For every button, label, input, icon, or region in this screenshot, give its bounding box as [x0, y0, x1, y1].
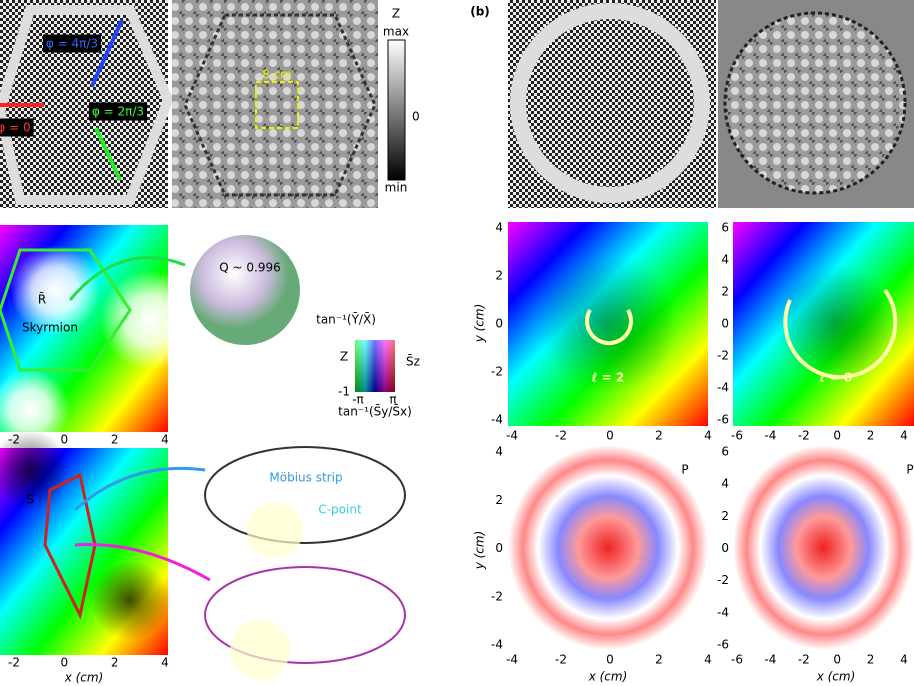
axis-label: x (cm)	[588, 670, 628, 684]
label: 8 cm	[262, 68, 292, 82]
tick-label: 2	[495, 269, 503, 283]
label-box	[42, 34, 102, 53]
tick-label: -4	[491, 413, 503, 427]
tick-label: -2	[717, 573, 729, 587]
label: φ = 0	[0, 121, 31, 135]
tick-label: 0	[495, 317, 503, 331]
label: P	[681, 463, 688, 477]
tick-label: 2	[655, 653, 663, 667]
tick-label: -2	[555, 653, 567, 667]
tick-label: 4	[721, 477, 729, 491]
tick-label: 2	[721, 285, 729, 299]
label: max	[383, 25, 409, 39]
axis-label: x (cm)	[64, 671, 104, 685]
tick-label: 4	[495, 221, 503, 235]
tick-label: -2	[717, 349, 729, 363]
label: tan⁻¹(Ȳ/X̄)	[316, 312, 376, 326]
tick-label: -2	[491, 365, 503, 379]
label: R̄	[38, 292, 46, 306]
tick-label: -2	[555, 429, 567, 443]
tick-label: 0	[606, 429, 614, 443]
tick-label: 4	[721, 253, 729, 267]
tick-label: -2	[798, 653, 810, 667]
tick-label: -4	[506, 429, 518, 443]
label: -π	[352, 393, 364, 407]
label: P	[906, 463, 913, 477]
tick-label: 4	[900, 653, 908, 667]
tick-label: 6	[721, 445, 729, 459]
tick-label: 2	[721, 509, 729, 523]
tick-label: 0	[721, 317, 729, 331]
label: 0	[412, 110, 420, 124]
tick-label: 4	[495, 445, 503, 459]
axis-label: y (cm)	[473, 304, 487, 344]
label: S	[26, 493, 34, 507]
tick-label: 2	[495, 493, 503, 507]
tick-label: 2	[867, 653, 875, 667]
tick-label: -2	[8, 656, 20, 670]
tick-label: -4	[506, 653, 518, 667]
label: φ = 4π/3	[46, 37, 98, 51]
tick-label: 0	[833, 653, 841, 667]
label: Q ~ 0.996	[219, 261, 280, 275]
tick-label: -2	[798, 429, 810, 443]
tick-label: 0	[495, 541, 503, 555]
tick-label: -4	[717, 381, 729, 395]
tick-label: -6	[731, 653, 743, 667]
label: Z	[340, 350, 348, 364]
tick-label: 4	[161, 433, 169, 447]
tick-label: 2	[867, 429, 875, 443]
label: min	[385, 181, 408, 195]
label: tan⁻¹(S̄y/S̄x)	[338, 404, 412, 418]
tick-label: -4	[717, 605, 729, 619]
label: S̄z	[406, 354, 420, 368]
label-box	[88, 102, 148, 121]
tick-label: 2	[111, 433, 119, 447]
tick-label: 2	[111, 656, 119, 670]
tick-label: 4	[161, 656, 169, 670]
tick-label: 2	[655, 429, 663, 443]
label: Z	[392, 7, 400, 21]
tick-label: 0	[833, 429, 841, 443]
tick-label: 4	[900, 429, 908, 443]
label: ℓ = 8	[819, 371, 852, 385]
tick-label: -6	[731, 429, 743, 443]
tick-label: -6	[717, 638, 729, 652]
axis-label: y (cm)	[473, 531, 487, 571]
tick-label: -2	[8, 433, 20, 447]
tick-label: -6	[717, 413, 729, 427]
tick-label: 0	[721, 541, 729, 555]
tick-label: 4	[704, 653, 712, 667]
panel-label: (b)	[470, 5, 490, 19]
tick-label: 6	[721, 221, 729, 235]
label-box	[0, 118, 34, 137]
label: φ = 2π/3	[92, 105, 144, 119]
label: C-point	[318, 503, 362, 517]
tick-label: 0	[61, 656, 69, 670]
tick-label: 0	[61, 433, 69, 447]
label: Möbius strip	[269, 471, 342, 485]
tick-label: -4	[764, 653, 776, 667]
label: Skyrmion	[22, 321, 78, 335]
label: π	[389, 393, 396, 407]
tick-label: 0	[606, 653, 614, 667]
tick-label: 4	[704, 429, 712, 443]
tick-label: -4	[491, 638, 503, 652]
tick-label: -4	[764, 429, 776, 443]
tick-label: -2	[491, 589, 503, 603]
label: ℓ = 2	[591, 371, 624, 385]
label: -1	[338, 385, 350, 399]
axis-label: x (cm)	[816, 670, 856, 684]
